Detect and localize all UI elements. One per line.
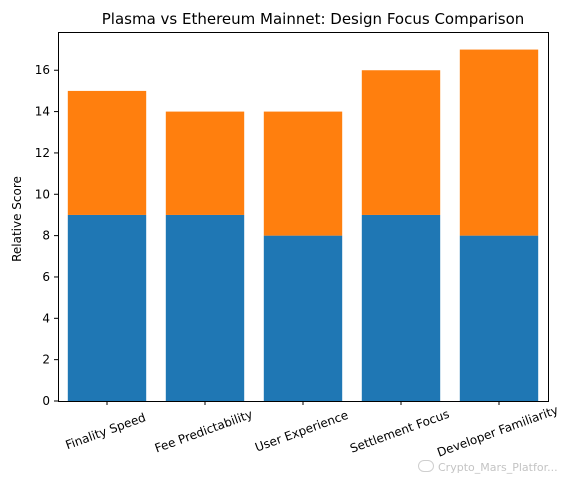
bar-series2-finality-speed	[67, 90, 147, 215]
chart-title: Plasma vs Ethereum Mainnet: Design Focus…	[102, 10, 525, 28]
x-tick-label: Developer Familiarity	[435, 403, 560, 460]
bar-series2-user-experience	[263, 111, 343, 236]
y-tick-label: 2	[42, 353, 50, 367]
bar-series2-developer-familiarity	[459, 49, 539, 236]
x-tick-label: Finality Speed	[64, 410, 148, 452]
bar-series1-fee-predictability	[165, 214, 245, 401]
x-tick-label: Fee Predictability	[153, 407, 255, 455]
bars-group	[67, 49, 539, 401]
bar-series1-finality-speed	[67, 214, 147, 401]
bar-series2-fee-predictability	[165, 111, 245, 215]
bar-series1-user-experience	[263, 235, 343, 401]
plot-frame	[58, 32, 549, 402]
y-tick-label: 6	[42, 270, 50, 284]
y-tick-label: 16	[35, 63, 50, 77]
bar-series1-settlement-focus	[361, 214, 441, 401]
y-tick-label: 4	[42, 311, 50, 325]
y-tick-label: 14	[35, 105, 50, 119]
y-axis-label: Relative Score	[10, 176, 24, 262]
y-tick-label: 10	[35, 187, 50, 201]
y-tick-label: 12	[35, 146, 50, 160]
y-tick-label: 0	[42, 394, 50, 408]
bar-series2-settlement-focus	[361, 70, 441, 215]
y-axis-ticks: 0 2 4 6 8 10 12 14 16	[35, 63, 58, 408]
bar-series1-developer-familiarity	[459, 235, 539, 401]
watermark-text: Crypto_Mars_Platfor...	[438, 461, 558, 474]
watermark: Crypto_Mars_Platfor...	[418, 460, 558, 474]
y-tick-label: 8	[42, 229, 50, 243]
chat-bubble-icon	[418, 460, 434, 472]
x-tick-label: User Experience	[253, 408, 350, 455]
